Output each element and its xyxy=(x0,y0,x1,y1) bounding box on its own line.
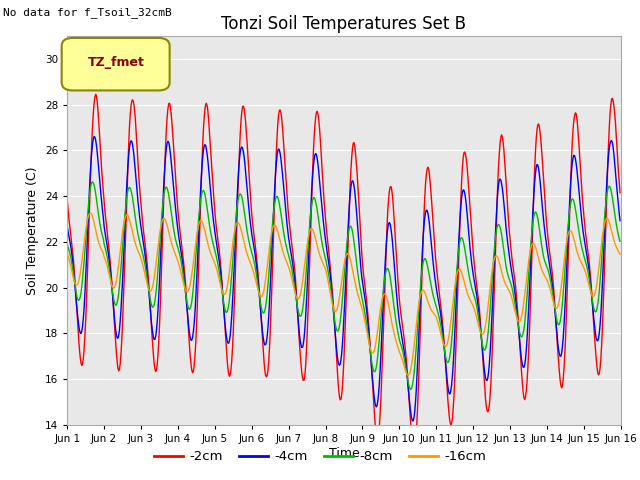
Text: TZ_fmet: TZ_fmet xyxy=(88,56,145,69)
Y-axis label: Soil Temperature (C): Soil Temperature (C) xyxy=(26,166,40,295)
FancyBboxPatch shape xyxy=(61,38,170,90)
Title: Tonzi Soil Temperatures Set B: Tonzi Soil Temperatures Set B xyxy=(221,15,467,33)
Text: No data for f_Tsoil_32cmB: No data for f_Tsoil_32cmB xyxy=(3,7,172,18)
Legend: -2cm, -4cm, -8cm, -16cm: -2cm, -4cm, -8cm, -16cm xyxy=(148,445,492,468)
X-axis label: Time: Time xyxy=(328,446,360,460)
